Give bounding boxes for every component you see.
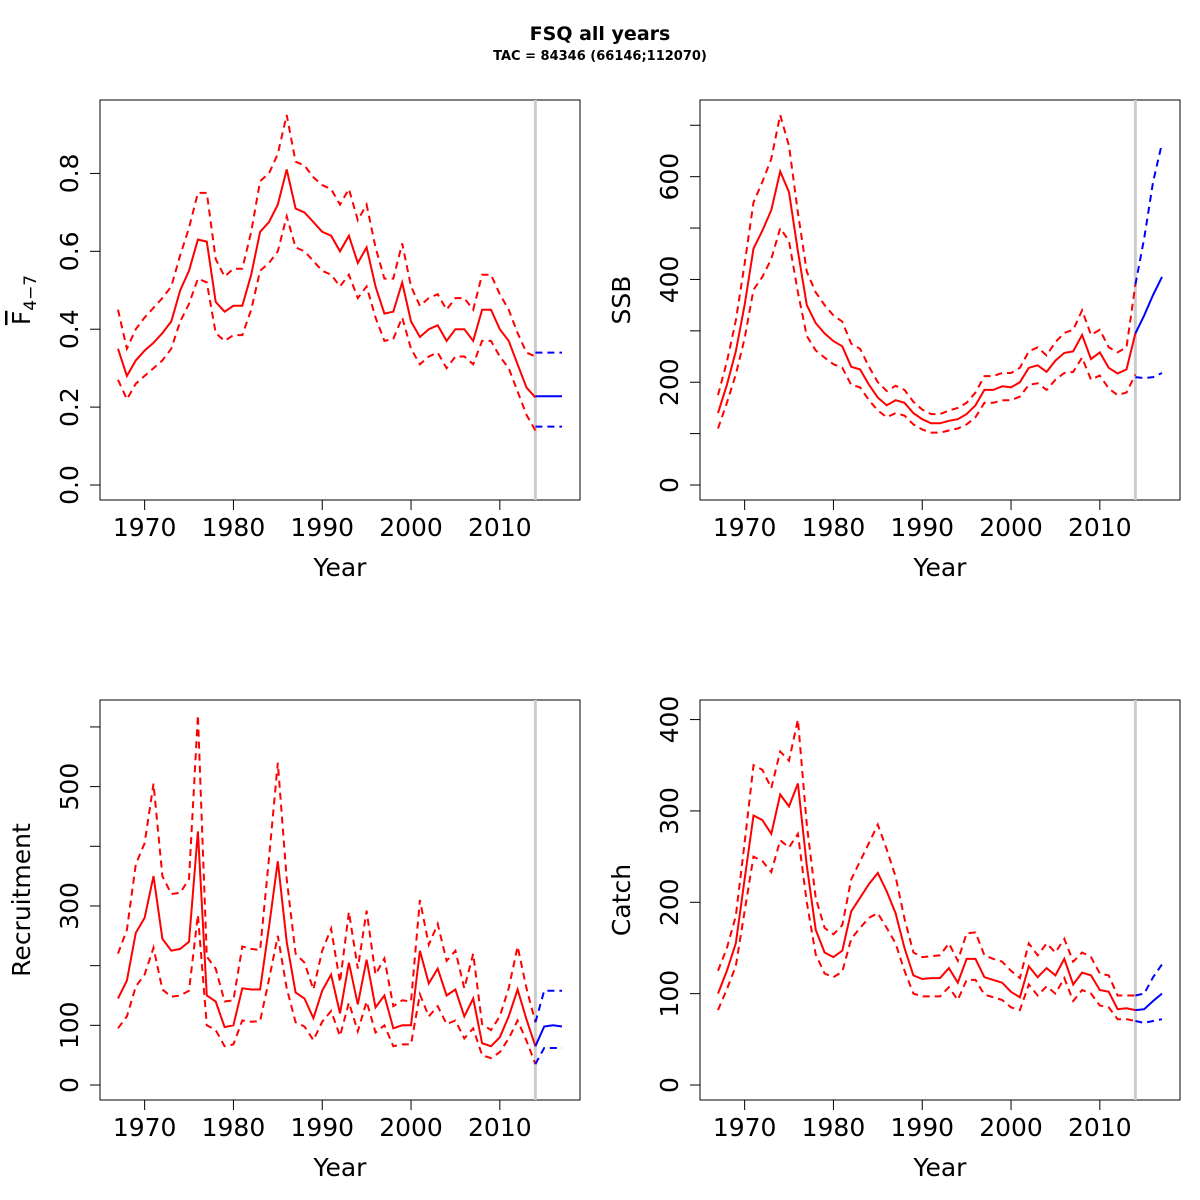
x-tick-label: 1990 — [890, 1113, 954, 1142]
x-axis-label: Year — [313, 1153, 368, 1182]
panel-ssb: 1970 1980 1990 2000 2010 Year 0 200 400 600 SSB — [607, 99, 1181, 582]
x-axis-label: Year — [313, 553, 368, 582]
forecast-upper-line — [1135, 963, 1163, 997]
x-tick-label: 1980 — [202, 1113, 266, 1142]
estimate-lower-line — [717, 830, 1136, 1022]
panel-recruitment: 1970 1980 1990 2000 2010 Year 0 100 300 500 Recrui… — [7, 699, 581, 1182]
y-tick-label: 400 — [655, 696, 684, 744]
forecast-lower-line — [534, 1047, 562, 1065]
y-tick-label: 0.8 — [55, 154, 84, 194]
estimate-lower-line — [117, 212, 537, 431]
y-axis-label: F4−7 — [7, 275, 41, 325]
estimate-upper-line — [117, 114, 536, 358]
x-axis-label: Year — [913, 1153, 968, 1182]
x-tick-label: 1990 — [290, 513, 354, 542]
x-tick-label: 2000 — [379, 513, 443, 542]
y-tick-label: 0 — [655, 1077, 684, 1093]
x-tick-label: 2000 — [979, 1113, 1043, 1142]
estimate-line — [717, 783, 1136, 1012]
figure-title: FSQ all years — [530, 23, 671, 45]
y-tick-label: 0 — [55, 1077, 84, 1093]
forecast-lower-line — [1135, 1018, 1163, 1024]
estimate-lower-line — [717, 225, 1137, 434]
estimate-upper-line — [117, 714, 537, 1032]
y-tick-label: 600 — [655, 153, 684, 201]
y-tick-label: 200 — [655, 878, 684, 926]
x-tick-label: 2000 — [979, 513, 1043, 542]
figure-subtitle: TAC = 84346 (66146;112070) — [493, 49, 707, 64]
panel-fbar: 1970 1980 1990 2000 2010 Year 0.0 0.2 0.4 0.6 0.8 F… — [7, 99, 581, 582]
y-tick-label: 200 — [655, 358, 684, 406]
plot-frame — [699, 99, 1181, 501]
x-tick-label: 2010 — [1068, 1113, 1132, 1142]
x-tick-label: 1980 — [202, 513, 266, 542]
y-tick-label: 0.2 — [55, 387, 84, 427]
x-tick-label: 1980 — [802, 513, 866, 542]
x-tick-label: 2010 — [468, 513, 532, 542]
x-tick-label: 1970 — [713, 513, 777, 542]
y-tick-label: 0 — [655, 477, 684, 493]
y-tick-label: 0.4 — [55, 309, 84, 349]
y-axis-label: SSB — [607, 276, 636, 325]
y-tick-label: 0.0 — [55, 465, 84, 505]
y-tick-label: 0.6 — [55, 231, 84, 271]
estimate-upper-line — [717, 719, 1136, 997]
y-tick-label: 400 — [655, 256, 684, 304]
y-axis-label: Recruitment — [7, 823, 36, 977]
x-tick-label: 1980 — [802, 1113, 866, 1142]
forecast-upper-line — [1134, 143, 1163, 285]
forecast-upper-line — [534, 989, 562, 1023]
forecast-lower-line — [1135, 372, 1163, 380]
y-tick-label: 300 — [655, 787, 684, 835]
x-tick-label: 1970 — [713, 1113, 777, 1142]
x-tick-label: 2010 — [468, 1113, 532, 1142]
x-tick-label: 1970 — [113, 513, 177, 542]
estimate-line — [117, 169, 537, 399]
forecast-line — [534, 1024, 563, 1047]
x-axis-label: Year — [913, 553, 968, 582]
y-tick-label: 100 — [655, 970, 684, 1018]
estimate-upper-line — [717, 114, 1137, 416]
x-tick-label: 1970 — [113, 1113, 177, 1142]
y-tick-label: 100 — [55, 1001, 84, 1049]
x-tick-label: 1990 — [290, 1113, 354, 1142]
forecast-line — [1134, 276, 1163, 334]
estimate-line — [717, 168, 1137, 425]
x-tick-label: 2010 — [1068, 513, 1132, 542]
y-tick-label: 500 — [55, 763, 84, 811]
plot-frame — [99, 99, 581, 501]
estimate-line — [117, 831, 537, 1048]
x-tick-label: 1990 — [890, 513, 954, 542]
panel-catch: 1970 1980 1990 2000 2010 Year 0 100 200 300 400 Cat… — [607, 696, 1181, 1182]
y-tick-label: 300 — [55, 882, 84, 930]
plot-frame — [99, 699, 581, 1101]
plot-frame — [699, 699, 1181, 1101]
forecast-line — [1135, 992, 1163, 1012]
x-tick-label: 2000 — [379, 1113, 443, 1142]
estimate-lower-line — [117, 914, 537, 1065]
y-axis-label: Catch — [607, 864, 636, 936]
